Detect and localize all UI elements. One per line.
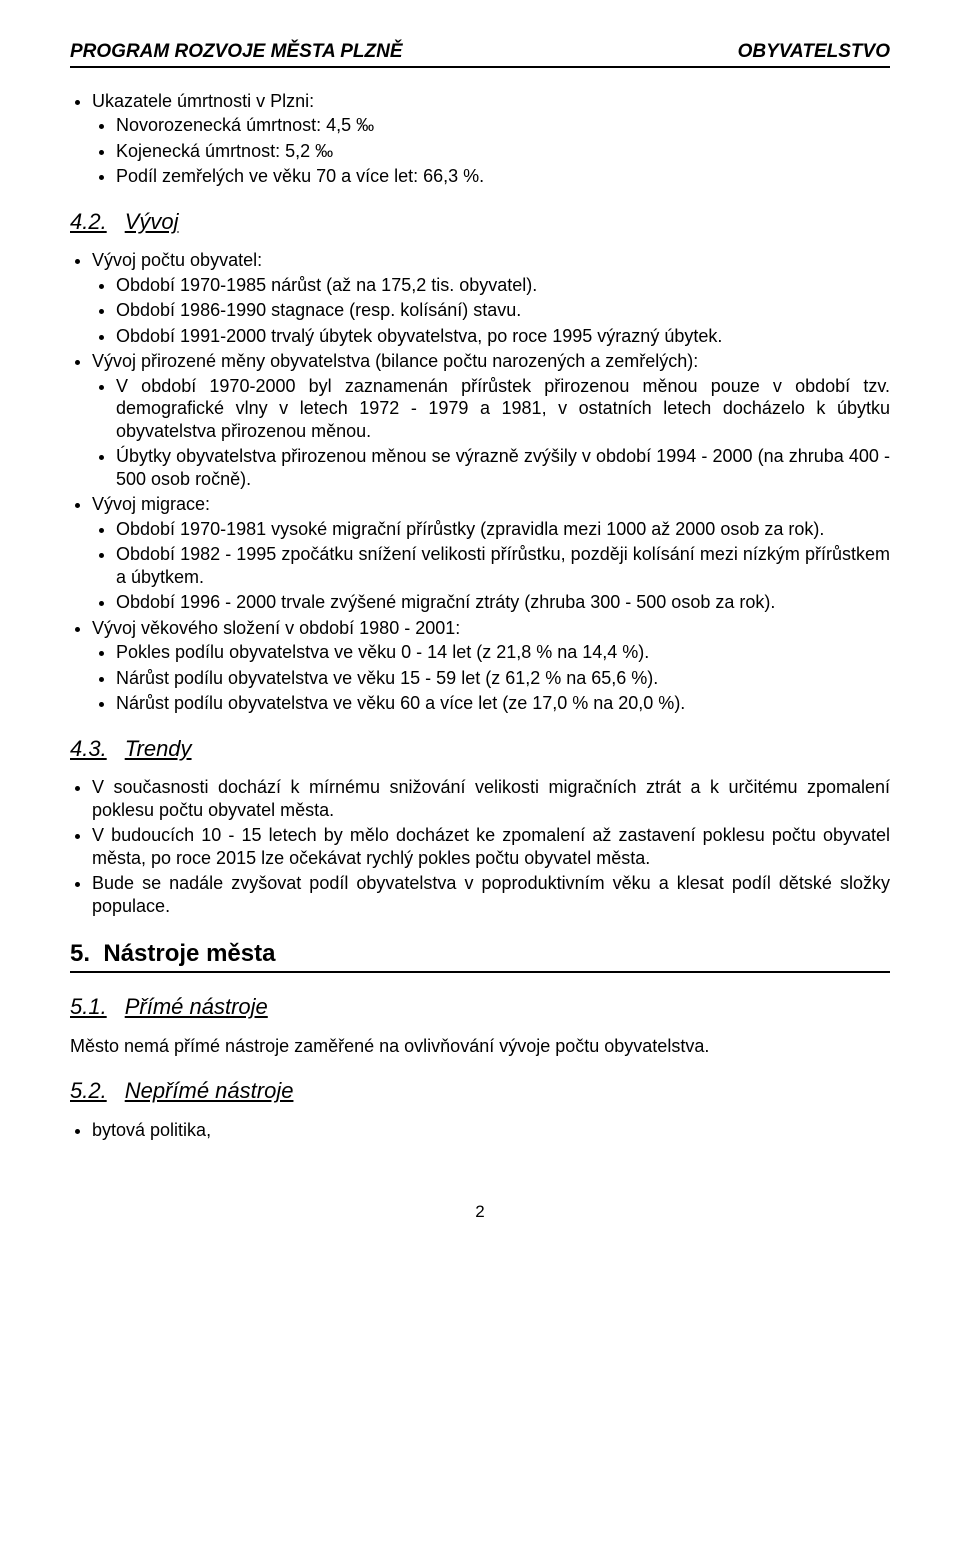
intro-list: Ukazatele úmrtnosti v Plzni: Novorozenec… xyxy=(70,90,890,188)
list-item: Kojenecká úmrtnost: 5,2 ‰ xyxy=(116,140,890,163)
list-item: Období 1996 - 2000 trvale zvýšené migrač… xyxy=(116,591,890,614)
sec-5-2-list: bytová politika, xyxy=(70,1119,890,1142)
header-left: PROGRAM ROZVOJE MĚSTA PLZNĚ xyxy=(70,40,403,64)
list-item: Období 1986-1990 stagnace (resp. kolísán… xyxy=(116,299,890,322)
section-5-1-paragraph: Město nemá přímé nástroje zaměřené na ov… xyxy=(70,1035,890,1058)
list-item: Nárůst podílu obyvatelstva ve věku 15 - … xyxy=(116,667,890,690)
list-text: Vývoj přirozené měny obyvatelstva (bilan… xyxy=(92,351,698,371)
page-header: PROGRAM ROZVOJE MĚSTA PLZNĚ OBYVATELSTVO xyxy=(70,40,890,66)
list-item: Novorozenecká úmrtnost: 4,5 ‰ xyxy=(116,114,890,137)
list-text: Vývoj migrace: xyxy=(92,494,210,514)
list-item: Období 1982 - 1995 zpočátku snížení veli… xyxy=(116,543,890,588)
list-item: Pokles podílu obyvatelstva ve věku 0 - 1… xyxy=(116,641,890,664)
section-number: 5.1. xyxy=(70,994,107,1019)
sec-4-3-list: V současnosti dochází k mírnému snižován… xyxy=(70,776,890,917)
sec-4-2-list: Vývoj počtu obyvatel: Období 1970-1985 n… xyxy=(70,249,890,715)
list-text: Ukazatele úmrtnosti v Plzni: xyxy=(92,91,314,111)
list-item: Bude se nadále zvyšovat podíl obyvatelst… xyxy=(92,872,890,917)
section-5-2-heading: 5.2. Nepřímé nástroje xyxy=(70,1077,890,1105)
section-5-heading: 5. Nástroje města xyxy=(70,939,890,969)
section-title: Nástroje města xyxy=(103,940,275,967)
section-title: Trendy xyxy=(125,736,192,761)
section-5-1-heading: 5.1. Přímé nástroje xyxy=(70,993,890,1021)
section-number: 4.2. xyxy=(70,209,107,234)
sub-list: Pokles podílu obyvatelstva ve věku 0 - 1… xyxy=(92,641,890,715)
list-item: V budoucích 10 - 15 letech by mělo dochá… xyxy=(92,824,890,869)
page-number: 2 xyxy=(70,1201,890,1222)
sub-list: V období 1970-2000 byl zaznamenán přírůs… xyxy=(92,375,890,491)
section-number: 5. xyxy=(70,940,90,967)
list-item: V období 1970-2000 byl zaznamenán přírůs… xyxy=(116,375,890,443)
list-item: Nárůst podílu obyvatelstva ve věku 60 a … xyxy=(116,692,890,715)
list-item: Ukazatele úmrtnosti v Plzni: Novorozenec… xyxy=(92,90,890,188)
list-item: Období 1991-2000 trvalý úbytek obyvatels… xyxy=(116,325,890,348)
list-item: Vývoj přirozené měny obyvatelstva (bilan… xyxy=(92,350,890,490)
section-title: Vývoj xyxy=(125,209,179,234)
list-item: bytová politika, xyxy=(92,1119,890,1142)
list-text: Vývoj věkového složení v období 1980 - 2… xyxy=(92,618,460,638)
header-rule xyxy=(70,66,890,68)
section-4-2-heading: 4.2. Vývoj xyxy=(70,208,890,236)
section-number: 4.3. xyxy=(70,736,107,761)
section-title: Nepřímé nástroje xyxy=(125,1078,294,1103)
sub-list: Novorozenecká úmrtnost: 4,5 ‰ Kojenecká … xyxy=(92,114,890,188)
list-item: Úbytky obyvatelstva přirozenou měnou se … xyxy=(116,445,890,490)
header-right: OBYVATELSTVO xyxy=(738,40,890,64)
section-number: 5.2. xyxy=(70,1078,107,1103)
list-item: Období 1970-1985 nárůst (až na 175,2 tis… xyxy=(116,274,890,297)
section-5-rule xyxy=(70,971,890,973)
list-item: V současnosti dochází k mírnému snižován… xyxy=(92,776,890,821)
section-4-3-heading: 4.3. Trendy xyxy=(70,735,890,763)
sub-list: Období 1970-1985 nárůst (až na 175,2 tis… xyxy=(92,274,890,348)
list-item: Vývoj věkového složení v období 1980 - 2… xyxy=(92,617,890,715)
list-text: Vývoj počtu obyvatel: xyxy=(92,250,262,270)
section-title: Přímé nástroje xyxy=(125,994,268,1019)
list-item: Vývoj počtu obyvatel: Období 1970-1985 n… xyxy=(92,249,890,347)
list-item: Období 1970-1981 vysoké migrační přírůst… xyxy=(116,518,890,541)
list-item: Vývoj migrace: Období 1970-1981 vysoké m… xyxy=(92,493,890,614)
list-item: Podíl zemřelých ve věku 70 a více let: 6… xyxy=(116,165,890,188)
sub-list: Období 1970-1981 vysoké migrační přírůst… xyxy=(92,518,890,614)
